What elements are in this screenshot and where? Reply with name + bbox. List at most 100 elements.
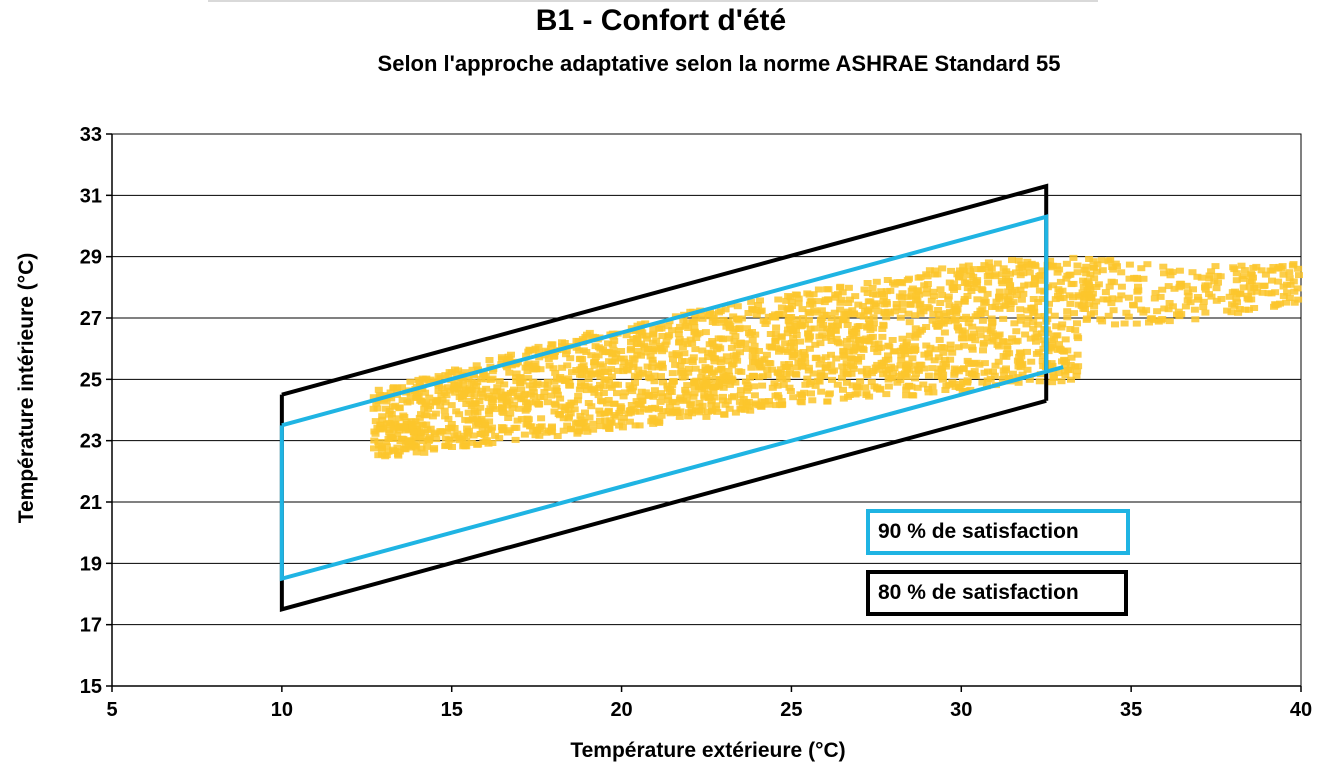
scatter-point <box>1024 315 1033 322</box>
scatter-point <box>574 392 583 399</box>
scatter-point <box>450 425 459 431</box>
scatter-point <box>1009 299 1018 306</box>
scatter-point <box>1266 267 1275 274</box>
x-tick-label: 35 <box>1120 699 1142 721</box>
scatter-point <box>731 409 740 416</box>
scatter-point <box>701 329 710 336</box>
scatter-point <box>721 306 730 313</box>
scatter-point <box>803 375 812 382</box>
scatter-point <box>1047 264 1056 271</box>
scatter-point <box>1002 350 1011 357</box>
scatter-point <box>793 316 801 323</box>
scatter-point <box>854 301 863 308</box>
scatter-point <box>780 361 789 368</box>
scatter-point <box>502 397 511 404</box>
scatter-point <box>651 346 660 353</box>
scatter-point <box>566 402 575 409</box>
scatter-point <box>465 384 474 391</box>
scatter-point <box>700 392 709 399</box>
scatter-point <box>830 309 839 316</box>
scatter-point <box>548 429 557 436</box>
scatter-point <box>583 331 591 338</box>
scatter-point <box>583 387 591 394</box>
scatter-point <box>744 384 753 391</box>
scatter-point <box>558 339 566 346</box>
y-tick-label: 21 <box>80 492 102 514</box>
scatter-point <box>861 337 870 344</box>
scatter-point <box>839 395 848 402</box>
scatter-point <box>872 278 881 285</box>
scatter-point <box>1054 370 1063 377</box>
scatter-point <box>374 442 383 449</box>
scatter-point <box>709 369 718 376</box>
scatter-point <box>519 396 528 403</box>
scatter-point <box>1023 307 1032 314</box>
scatter-point <box>915 302 924 309</box>
scatter-point <box>498 405 507 411</box>
scatter-point <box>647 364 656 371</box>
scatter-point <box>1046 345 1055 352</box>
scatter-point <box>792 291 801 298</box>
scatter-point <box>983 290 992 297</box>
scatter-point <box>468 366 477 373</box>
scatter-point <box>577 416 586 423</box>
scatter-point <box>959 267 968 274</box>
scatter-point <box>636 393 645 400</box>
scatter-point <box>1080 266 1089 273</box>
scatter-point <box>719 384 728 391</box>
scatter-point <box>1090 303 1099 310</box>
scatter-point <box>557 403 566 410</box>
scatter-point <box>1086 271 1095 278</box>
scatter-point <box>905 319 914 326</box>
scatter-point <box>1036 277 1045 284</box>
scatter-point <box>638 332 647 339</box>
scatter-point <box>696 310 705 317</box>
scatter-point <box>551 401 560 408</box>
scatter-point <box>393 431 402 438</box>
scatter-point <box>1035 287 1044 294</box>
scatter-point <box>1087 295 1096 301</box>
scatter-point <box>529 378 538 385</box>
scatter-point <box>817 316 825 323</box>
scatter-point <box>540 389 549 395</box>
scatter-point <box>1034 321 1043 328</box>
scatter-point <box>924 385 932 392</box>
scatter-point <box>870 383 879 390</box>
scatter-point <box>950 365 959 372</box>
scatter-point <box>1049 368 1058 375</box>
scatter-point <box>637 340 645 347</box>
scatter-point <box>764 313 773 320</box>
scatter-point <box>938 292 947 298</box>
scatter-point <box>826 329 835 336</box>
scatter-point <box>998 375 1007 382</box>
scatter-point <box>599 383 608 390</box>
scatter-point <box>1250 305 1259 311</box>
scatter-point <box>432 436 441 443</box>
scatter-point <box>1012 269 1020 276</box>
scatter-point <box>983 273 992 280</box>
scatter-point <box>441 399 450 406</box>
scatter-point <box>908 355 917 362</box>
scatter-point <box>605 358 613 365</box>
scatter-point <box>861 307 870 314</box>
scatter-point <box>491 432 500 439</box>
scatter-point <box>542 347 551 354</box>
scatter-point <box>831 328 840 335</box>
scatter-point <box>697 374 706 381</box>
scatter-point <box>694 383 703 390</box>
scatter-point <box>1261 271 1270 278</box>
scatter-point <box>1063 308 1072 315</box>
scatter-point <box>1235 306 1244 312</box>
scatter-point <box>1253 288 1262 295</box>
scatter-point <box>617 418 626 425</box>
scatter-point <box>1049 282 1058 289</box>
scatter-point <box>862 370 871 377</box>
scatter-point <box>1188 269 1197 276</box>
scatter-point <box>959 316 968 322</box>
scatter-point <box>785 322 794 329</box>
scatter-point <box>896 377 905 384</box>
scatter-point <box>417 397 426 404</box>
scatter-point <box>853 390 862 397</box>
scatter-point <box>615 409 624 416</box>
scatter-point <box>815 361 824 368</box>
